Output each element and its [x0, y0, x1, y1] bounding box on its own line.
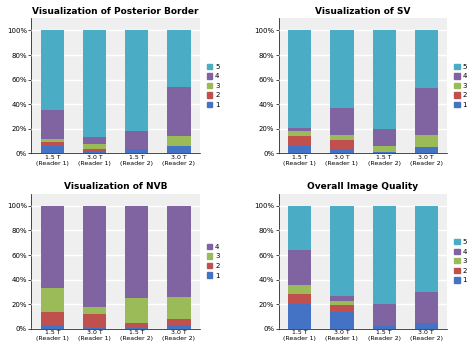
Legend: 5, 4, 3, 2, 1: 5, 4, 3, 2, 1 — [454, 64, 467, 108]
Bar — [41, 325, 64, 329]
Bar — [125, 149, 148, 153]
Bar — [330, 301, 354, 306]
Bar — [373, 152, 396, 153]
Bar — [288, 131, 311, 136]
Bar — [373, 146, 396, 152]
Bar — [288, 206, 311, 250]
Bar — [125, 131, 148, 149]
Bar — [83, 151, 106, 153]
Bar — [330, 30, 354, 108]
Bar — [288, 304, 311, 329]
Bar — [83, 137, 106, 144]
Bar — [330, 206, 354, 296]
Bar — [415, 147, 438, 153]
Bar — [330, 108, 354, 135]
Bar — [288, 128, 311, 131]
Bar — [288, 136, 311, 146]
Bar — [373, 326, 396, 329]
Title: Visualization of Posterior Border: Visualization of Posterior Border — [32, 7, 199, 16]
Bar — [41, 139, 64, 142]
Bar — [41, 110, 64, 139]
Bar — [330, 140, 354, 150]
Bar — [41, 312, 64, 325]
Title: Overall Image Quality: Overall Image Quality — [308, 182, 419, 191]
Bar — [288, 250, 311, 285]
Bar — [167, 136, 191, 146]
Bar — [167, 146, 191, 153]
Title: Visualization of NVB: Visualization of NVB — [64, 182, 167, 191]
Bar — [288, 294, 311, 304]
Bar — [125, 323, 148, 327]
Bar — [167, 297, 191, 319]
Bar — [83, 30, 106, 137]
Legend: 5, 4, 3, 2, 1: 5, 4, 3, 2, 1 — [454, 239, 467, 283]
Bar — [373, 304, 396, 326]
Bar — [167, 325, 191, 329]
Bar — [41, 30, 64, 110]
Bar — [373, 206, 396, 304]
Bar — [83, 327, 106, 329]
Bar — [83, 144, 106, 149]
Bar — [330, 150, 354, 153]
Bar — [288, 285, 311, 294]
Bar — [167, 319, 191, 325]
Bar — [41, 142, 64, 146]
Bar — [415, 323, 438, 329]
Bar — [415, 206, 438, 292]
Bar — [125, 327, 148, 329]
Bar — [41, 206, 64, 288]
Bar — [83, 314, 106, 327]
Bar — [83, 307, 106, 314]
Bar — [330, 306, 354, 312]
Legend: 4, 3, 2, 1: 4, 3, 2, 1 — [207, 244, 219, 278]
Bar — [288, 146, 311, 153]
Bar — [415, 88, 438, 135]
Bar — [167, 206, 191, 297]
Bar — [41, 146, 64, 153]
Legend: 5, 4, 3, 2, 1: 5, 4, 3, 2, 1 — [207, 64, 219, 108]
Bar — [373, 30, 396, 129]
Bar — [125, 206, 148, 298]
Bar — [125, 30, 148, 131]
Bar — [288, 30, 311, 128]
Bar — [167, 30, 191, 87]
Bar — [415, 135, 438, 147]
Bar — [373, 129, 396, 146]
Bar — [83, 206, 106, 307]
Bar — [415, 292, 438, 323]
Bar — [330, 312, 354, 329]
Title: Visualization of SV: Visualization of SV — [315, 7, 411, 16]
Bar — [41, 288, 64, 312]
Bar — [330, 296, 354, 301]
Bar — [415, 30, 438, 88]
Bar — [167, 87, 191, 136]
Bar — [125, 298, 148, 323]
Bar — [83, 149, 106, 151]
Bar — [330, 135, 354, 140]
